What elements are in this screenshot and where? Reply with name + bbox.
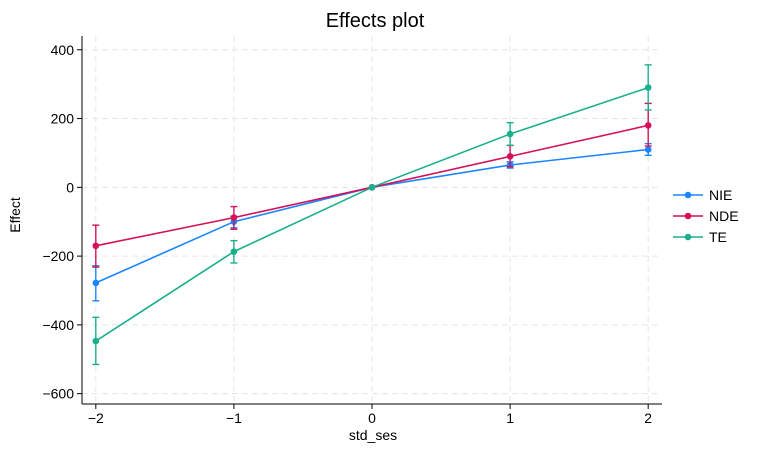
grid-lines xyxy=(82,36,662,404)
x-tick-label: 1 xyxy=(506,410,514,426)
y-tick-label: −200 xyxy=(42,248,74,264)
legend: NIE NDE TE xyxy=(673,187,739,245)
y-tick-label: −400 xyxy=(42,317,74,333)
data-point-nie xyxy=(644,146,652,153)
data-point-te xyxy=(230,248,238,255)
y-tick-label: 400 xyxy=(51,42,75,58)
data-point-nie xyxy=(92,279,100,287)
chart-title: Effects plot xyxy=(326,10,425,32)
legend-label: NIE xyxy=(709,187,732,203)
legend-label: TE xyxy=(709,229,727,245)
x-tick-label: 0 xyxy=(368,410,376,426)
data-point-te xyxy=(506,130,514,138)
x-tick-label: −2 xyxy=(88,410,104,426)
series-te xyxy=(92,64,652,366)
legend-item-nie: NIE xyxy=(673,187,732,203)
data-point-te xyxy=(368,184,376,191)
legend-swatch-marker xyxy=(684,212,692,220)
data-point-nde xyxy=(92,242,100,250)
legend-item-te: TE xyxy=(673,229,727,245)
legend-swatch-marker xyxy=(684,191,692,199)
data-point-nde xyxy=(506,153,514,160)
y-tick-label: 200 xyxy=(51,111,75,127)
y-tick-label: −600 xyxy=(42,386,74,402)
y-tick-label: 0 xyxy=(66,179,74,195)
series-line-te xyxy=(95,86,649,342)
axes: 400 200 0 −200 −400 −600 −2 −1 0 1 2 xyxy=(42,36,662,426)
legend-swatch-marker xyxy=(684,233,692,241)
data-point-te xyxy=(644,84,652,91)
data-point-nde xyxy=(230,214,238,221)
x-tick-label: −1 xyxy=(226,410,242,426)
data-point-nde xyxy=(644,122,652,129)
legend-item-nde: NDE xyxy=(673,208,739,224)
x-axis-label: std_ses xyxy=(349,427,397,443)
legend-label: NDE xyxy=(709,208,739,224)
data-point-te xyxy=(92,337,100,345)
y-axis-label: Effect xyxy=(7,197,23,233)
x-tick-label: 2 xyxy=(644,410,652,426)
series-layer xyxy=(92,64,652,366)
